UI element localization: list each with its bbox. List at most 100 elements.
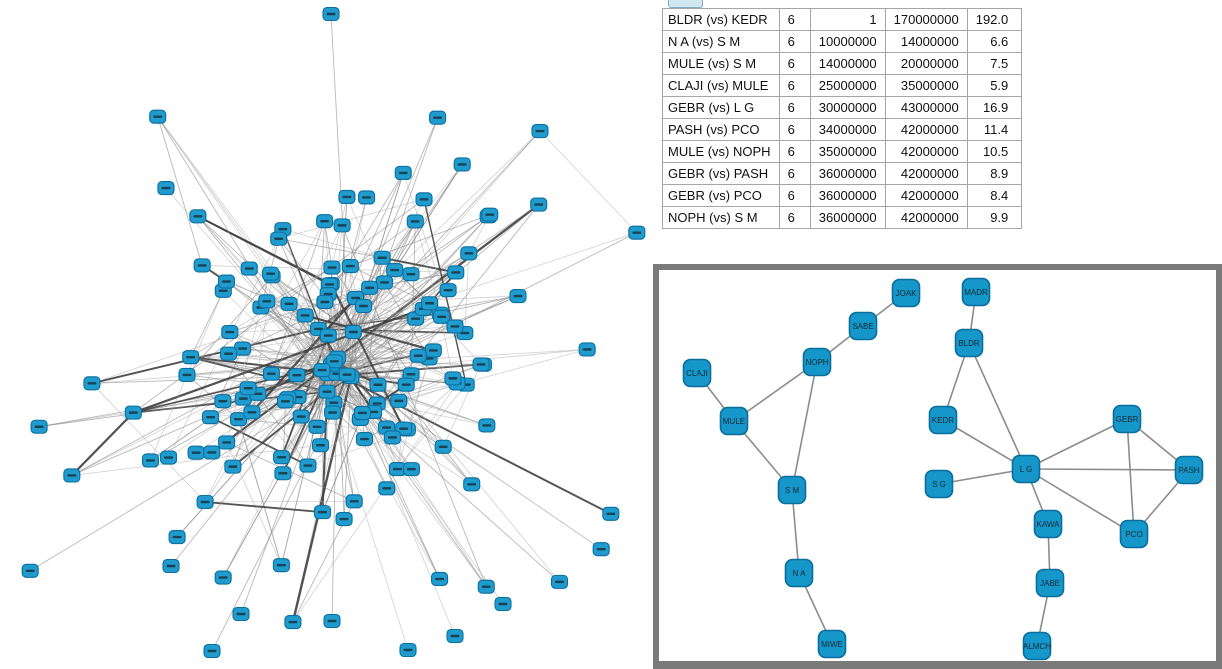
network-edge[interactable] <box>398 349 588 402</box>
network-node-almch[interactable]: ALMCH <box>1022 631 1052 661</box>
hairball-node[interactable] <box>402 462 420 477</box>
network-edge[interactable] <box>197 215 330 286</box>
network-edge[interactable] <box>350 376 602 550</box>
hairball-node[interactable] <box>30 419 48 434</box>
hairball-node[interactable] <box>299 458 317 473</box>
hairball-node[interactable] <box>182 350 200 365</box>
hairball-node[interactable] <box>415 192 433 207</box>
network-node-kedr[interactable]: KEDR <box>928 405 958 435</box>
network-node-pash[interactable]: PASH <box>1174 455 1204 485</box>
hairball-node[interactable] <box>219 346 238 361</box>
hairball-node[interactable] <box>217 274 236 289</box>
network-node-noph[interactable]: NOPH <box>802 347 832 377</box>
network-edge-noph-mule[interactable] <box>733 361 818 422</box>
network-node-miwe[interactable]: MIWE <box>817 629 847 659</box>
hairball-node[interactable] <box>433 309 451 324</box>
hairball-node[interactable] <box>157 181 175 196</box>
hairball-node[interactable] <box>531 123 549 139</box>
network-edge[interactable] <box>240 361 335 615</box>
hairball-node[interactable] <box>386 263 404 278</box>
network-edge[interactable] <box>327 295 519 375</box>
hairball-node[interactable] <box>439 283 457 298</box>
small-network-canvas[interactable]: JOAK SABE NOPH CLAJI MULE S M N A MIWE MADR BLDR K… <box>659 270 1216 661</box>
network-node-bldr[interactable]: BLDR <box>954 328 984 358</box>
network-node-claji[interactable]: CLAJI <box>682 358 712 388</box>
hairball-node[interactable] <box>406 214 424 229</box>
network-edge[interactable] <box>353 204 539 333</box>
network-edge[interactable] <box>270 221 326 374</box>
hairball-node[interactable] <box>141 453 160 468</box>
hairball-node[interactable] <box>324 405 342 420</box>
network-node-pco[interactable]: PCO <box>1119 519 1149 549</box>
network-node-s-m[interactable]: S M <box>777 475 807 505</box>
table-row[interactable]: CLAJI (vs) MULE 6 25000000 35000000 5.9 <box>662 74 1023 97</box>
hairball-node[interactable] <box>375 275 393 290</box>
network-edge[interactable] <box>197 216 323 371</box>
network-node-jabe[interactable]: JABE <box>1035 568 1065 598</box>
hairball-node[interactable] <box>322 6 340 22</box>
network-edge[interactable] <box>439 313 454 379</box>
hairball-node[interactable] <box>313 505 332 520</box>
hairball-node[interactable] <box>341 259 359 274</box>
network-edge[interactable] <box>464 253 470 334</box>
network-node-mule[interactable]: MULE <box>719 406 749 436</box>
network-edge[interactable] <box>350 376 398 470</box>
table-row[interactable]: GEBR (vs) PCO 6 36000000 42000000 8.4 <box>662 184 1023 207</box>
hairball-node[interactable] <box>355 432 373 447</box>
network-node-l-g[interactable]: L G <box>1011 454 1041 484</box>
hairball-node[interactable] <box>421 296 439 311</box>
hairball-node[interactable] <box>353 405 371 421</box>
hairball-node[interactable] <box>316 294 334 310</box>
network-edge[interactable] <box>91 383 206 503</box>
hairball-node[interactable] <box>316 214 334 229</box>
network-node-sabe[interactable]: SABE <box>848 311 878 341</box>
network-edge-gebr-pco[interactable] <box>1126 418 1135 535</box>
hairball-node[interactable] <box>463 477 481 492</box>
network-edge[interactable] <box>333 117 439 362</box>
network-edge[interactable] <box>350 214 490 267</box>
network-edge[interactable] <box>381 256 456 274</box>
network-edge[interactable] <box>91 328 319 385</box>
hairball-node[interactable] <box>239 381 257 396</box>
network-edge[interactable] <box>260 295 519 308</box>
network-edge[interactable] <box>282 228 383 259</box>
hairball-node[interactable] <box>201 410 220 425</box>
hairball-node[interactable] <box>592 542 610 557</box>
hairball-node[interactable] <box>509 288 527 304</box>
network-edge[interactable] <box>300 335 329 417</box>
hairball-node[interactable] <box>230 412 248 427</box>
network-edge[interactable] <box>353 331 458 384</box>
network-edge[interactable] <box>229 281 385 333</box>
network-edge[interactable] <box>324 221 333 268</box>
hairball-node[interactable] <box>369 377 387 392</box>
hairball-node[interactable] <box>390 393 408 408</box>
hairball-node[interactable] <box>214 394 232 409</box>
hairball-node[interactable] <box>628 225 646 240</box>
hairball-node[interactable] <box>168 530 186 545</box>
hairball-node[interactable] <box>193 258 211 273</box>
hairball-node[interactable] <box>478 418 496 433</box>
network-edge[interactable] <box>353 130 541 333</box>
hairball-node[interactable] <box>270 231 288 246</box>
hairball-node[interactable] <box>203 445 221 460</box>
hairball-node[interactable] <box>232 606 250 622</box>
network-edge[interactable] <box>186 355 419 376</box>
network-node-madr[interactable]: MADR <box>961 277 991 307</box>
hairball-node[interactable] <box>472 357 490 372</box>
network-edge-lg-gebr[interactable] <box>1025 418 1128 470</box>
network-edge[interactable] <box>327 172 404 336</box>
network-edge[interactable] <box>539 130 638 233</box>
hairball-node[interactable] <box>431 571 449 587</box>
hairball-node[interactable] <box>243 405 261 420</box>
hairball-node[interactable] <box>311 438 330 453</box>
hairball-node[interactable] <box>319 328 337 343</box>
network-edge[interactable] <box>186 374 399 402</box>
hairball-node[interactable] <box>335 512 353 527</box>
hairball-node[interactable] <box>292 409 310 424</box>
hairball-node[interactable] <box>203 643 221 659</box>
hairball-node[interactable] <box>355 298 373 314</box>
network-edge-sg-lg[interactable] <box>938 468 1027 485</box>
hairball-node[interactable] <box>21 563 39 578</box>
hairball-node[interactable] <box>149 109 167 124</box>
hairball-node[interactable] <box>258 294 276 309</box>
